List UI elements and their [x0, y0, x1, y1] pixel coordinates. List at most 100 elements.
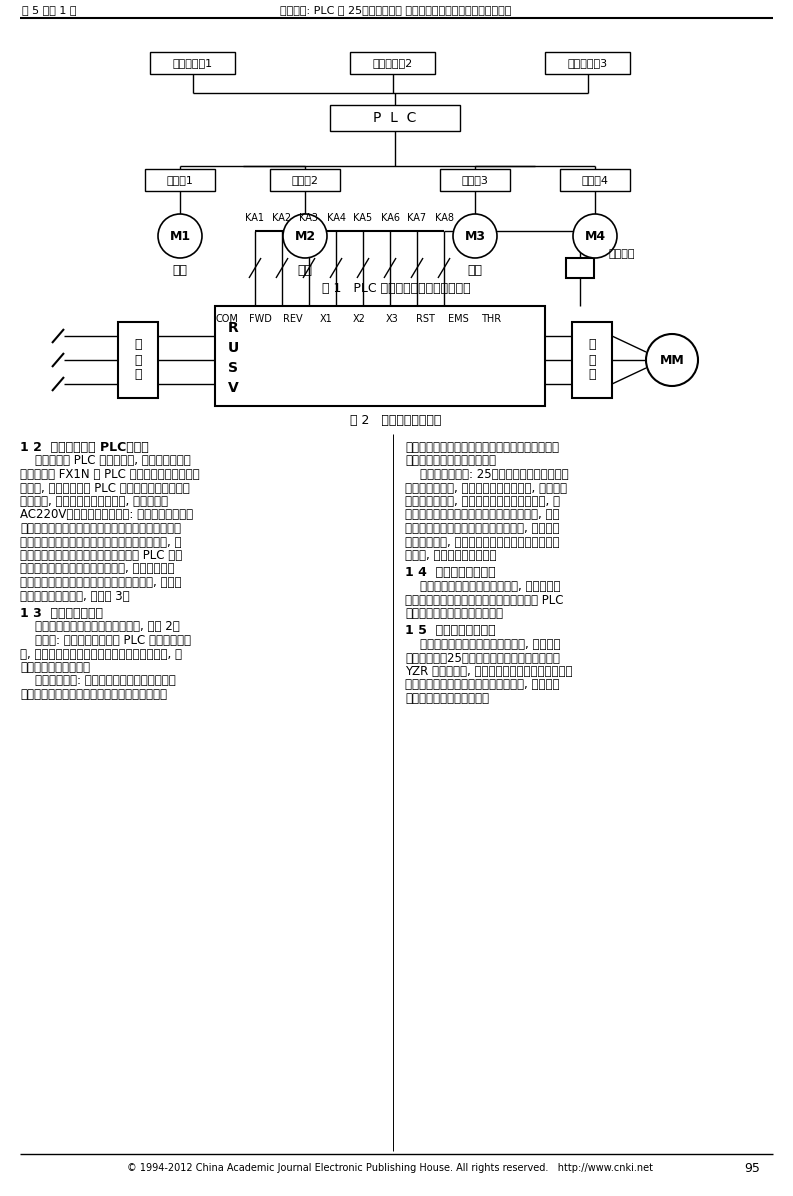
Text: KA2: KA2: [273, 213, 292, 222]
Text: YZR 系列电动机, 可以去掉集电环、碳刷将其转子: YZR 系列电动机, 可以去掉集电环、碳刷将其转子: [405, 665, 573, 678]
Text: THR: THR: [481, 315, 501, 324]
Text: 部信号采用汇点式输入。可编程控制器 PLC 针对: 部信号采用汇点式输入。可编程控制器 PLC 针对: [20, 549, 182, 562]
Text: 变频器3: 变频器3: [462, 175, 488, 185]
Text: 存储到电压型变频器的滤波器电容器的两端, 使直: 存储到电压型变频器的滤波器电容器的两端, 使直: [405, 508, 560, 521]
Text: 电
抗
器: 电 抗 器: [588, 338, 596, 382]
Text: 1 2  可编程控制器 PLC的确定: 1 2 可编程控制器 PLC的确定: [20, 441, 149, 454]
Text: 电
抗
器: 电 抗 器: [134, 338, 142, 382]
Circle shape: [283, 214, 327, 258]
Text: COM: COM: [216, 315, 239, 324]
Text: 主令控制器1: 主令控制器1: [172, 57, 213, 68]
Text: KA4: KA4: [327, 213, 346, 222]
Text: X2: X2: [353, 315, 366, 324]
Text: 1 5  拖动电动机的功能: 1 5 拖动电动机的功能: [405, 624, 496, 637]
Text: 变频器2: 变频器2: [292, 175, 319, 185]
Text: 全限位器信号及启动、急停、复位、零锁等信号, 全: 全限位器信号及启动、急停、复位、零锁等信号, 全: [20, 536, 182, 549]
Bar: [545, 51, 630, 74]
Text: 者可按要求通过主令控制器向可编程控制器 PLC: 者可按要求通过主令控制器向可编程控制器 PLC: [405, 593, 564, 606]
Text: 出启动、急停、正、反转及调速等控制信号, 使电动: 出启动、急停、正、反转及调速等控制信号, 使电动: [20, 576, 182, 588]
Text: 分能量, 保证电器安全运行。: 分能量, 保证电器安全运行。: [405, 549, 496, 562]
Text: KA7: KA7: [408, 213, 427, 222]
Text: M2: M2: [294, 230, 316, 243]
Text: X3: X3: [385, 315, 398, 324]
Text: 去掉凸轮控制器改用主令控制器, 起重机操作: 去掉凸轮控制器改用主令控制器, 起重机操作: [405, 580, 561, 593]
Text: 机处于所需工作状态, 详见图 3。: 机处于所需工作状态, 详见图 3。: [20, 590, 129, 603]
Text: KA8: KA8: [435, 213, 454, 222]
Text: 95: 95: [744, 1161, 760, 1174]
Text: U: U: [228, 341, 239, 355]
Text: 发出各种控制信号操作起重机。: 发出各种控制信号操作起重机。: [405, 608, 503, 620]
Text: KA3: KA3: [300, 213, 319, 222]
Text: 1 3  变频器系统功能: 1 3 变频器系统功能: [20, 608, 103, 620]
Text: 控制信号, 该信号为数字控制信号, 信号电平为: 控制信号, 该信号为数字控制信号, 信号电平为: [20, 495, 168, 508]
Bar: [572, 322, 612, 398]
Text: 高到设定值时, 接入制动电阻来消耗直流电路这部: 高到设定值时, 接入制动电阻来消耗直流电路这部: [405, 536, 560, 549]
Text: 这些信号完成系统的逻辑控制功能, 并向变频器发: 这些信号完成系统的逻辑控制功能, 并向变频器发: [20, 562, 174, 575]
Text: P  L  C: P L C: [374, 111, 416, 126]
Text: 严向前等: PLC 在 25吨电动双梁吊 钩桥式起重机电力拖动系统中的应用: 严向前等: PLC 在 25吨电动双梁吊 钩桥式起重机电力拖动系统中的应用: [280, 5, 511, 16]
Text: 通过对各种 PLC 的功能对比, 选用由日本三菱: 通过对各种 PLC 的功能对比, 选用由日本三菱: [20, 454, 191, 468]
Text: FWD: FWD: [248, 315, 271, 324]
Text: 于再生制动状态, 拖动系统的机械转化为电能, 并: 于再生制动状态, 拖动系统的机械转化为电能, 并: [405, 495, 560, 508]
Bar: [145, 169, 215, 191]
Bar: [566, 258, 594, 277]
Text: 正、反转及调速控制信号、电动机过热保护信号、安: 正、反转及调速控制信号、电动机过热保护信号、安: [20, 521, 181, 535]
Text: 变频器: 接收可编程控制器 PLC 提供的控制信: 变频器: 接收可编程控制器 PLC 提供的控制信: [20, 634, 191, 647]
Text: MM: MM: [660, 354, 684, 366]
Text: RST: RST: [416, 315, 435, 324]
Text: 由变频器、电抗器和制动电阻组成, 见图 2。: 由变频器、电抗器和制动电阻组成, 见图 2。: [20, 621, 180, 634]
Text: 主令控制器2: 主令控制器2: [373, 57, 412, 68]
Bar: [440, 169, 510, 191]
Bar: [330, 105, 460, 132]
Bar: [118, 322, 158, 398]
Text: 第 5 卷第 1 期: 第 5 卷第 1 期: [22, 5, 76, 16]
Text: 公司生产的 FX1N 型 PLC 作为控制起重机各机构: 公司生产的 FX1N 型 PLC 作为控制起重机各机构: [20, 468, 200, 481]
Text: 器。使用电抗器以后可以减小高次谐波对电源、功: 器。使用电抗器以后可以减小高次谐波对电源、功: [405, 441, 559, 454]
Text: 图 1   PLC 对起重机改造的硬件结构图: 图 1 PLC 对起重机改造的硬件结构图: [322, 281, 470, 294]
Bar: [270, 169, 340, 191]
Text: 流电压不断上升甚至能够击穿电器绝缘, 当电压升: 流电压不断上升甚至能够击穿电器绝缘, 当电压升: [405, 521, 560, 535]
Text: S: S: [228, 361, 238, 376]
Text: 降低大修改造的成本费用。: 降低大修改造的成本费用。: [405, 692, 489, 704]
Circle shape: [453, 214, 497, 258]
Text: X1: X1: [320, 315, 332, 324]
Text: REV: REV: [283, 315, 303, 324]
Text: 电抗器的功能: 在变频器电源输入端和输出端: 电抗器的功能: 在变频器电源输入端和输出端: [20, 675, 176, 688]
Bar: [350, 51, 435, 74]
Text: M1: M1: [170, 230, 190, 243]
Text: 化为机械能。25吨双梁吊钩桥式起重机原用的是: 化为机械能。25吨双梁吊钩桥式起重机原用的是: [405, 652, 560, 665]
Text: 变频器4: 变频器4: [581, 175, 608, 185]
Bar: [150, 51, 235, 74]
Text: 动机正、反转时, 由于重力加速度的原因, 电动机处: 动机正、反转时, 由于重力加速度的原因, 电动机处: [405, 482, 567, 494]
Text: 率因数、无线电设备等干扰。: 率因数、无线电设备等干扰。: [405, 454, 496, 468]
Text: © 1994-2012 China Academic Journal Electronic Publishing House. All rights reser: © 1994-2012 China Academic Journal Elect…: [127, 1163, 653, 1173]
Circle shape: [646, 334, 698, 386]
Text: AC220V。这些控制信号包括: 主令控制器发出的: AC220V。这些控制信号包括: 主令控制器发出的: [20, 508, 193, 521]
Text: 号, 并按设定向电动机输出可变压、变频的电源, 从: 号, 并按设定向电动机输出可变压、变频的电源, 从: [20, 647, 182, 660]
Text: M3: M3: [465, 230, 485, 243]
Text: KA5: KA5: [354, 213, 373, 222]
Text: 小车: 小车: [297, 263, 312, 276]
Text: 根据变频器提供的变压、变频电源, 将电能转: 根据变频器提供的变压、变频电源, 将电能转: [405, 637, 561, 651]
Text: 大车: 大车: [173, 263, 187, 276]
Text: 变频器1: 变频器1: [167, 175, 193, 185]
Text: 分别安装电源侧交流电抗器和噪声抑制交流电抗: 分别安装电源侧交流电抗器和噪声抑制交流电抗: [20, 688, 167, 701]
Bar: [560, 169, 630, 191]
Circle shape: [158, 214, 202, 258]
Text: EMS: EMS: [447, 315, 469, 324]
Text: KA6: KA6: [381, 213, 400, 222]
Text: KA1: KA1: [246, 213, 265, 222]
Text: 制动电阻的功能: 25吨双梁吊钩桥式起重机电: 制动电阻的功能: 25吨双梁吊钩桥式起重机电: [405, 468, 569, 481]
Text: 1 4  主令控制器的功能: 1 4 主令控制器的功能: [405, 567, 496, 580]
Text: 回路短接后就可以作为普通电动机使用, 这样可以: 回路短接后就可以作为普通电动机使用, 这样可以: [405, 678, 560, 691]
Bar: [215, 306, 545, 405]
Text: M4: M4: [584, 230, 606, 243]
Text: 而实现电动机的调速。: 而实现电动机的调速。: [20, 661, 90, 675]
Text: V: V: [228, 382, 239, 395]
Text: 升降: 升降: [468, 263, 482, 276]
Text: 主令控制器3: 主令控制器3: [568, 57, 607, 68]
Text: 的运行, 可编程控制器 PLC 接受主令控制器的速度: 的运行, 可编程控制器 PLC 接受主令控制器的速度: [20, 482, 190, 494]
Text: R: R: [228, 321, 239, 335]
Text: 制动电阻: 制动电阻: [609, 249, 635, 260]
Circle shape: [573, 214, 617, 258]
